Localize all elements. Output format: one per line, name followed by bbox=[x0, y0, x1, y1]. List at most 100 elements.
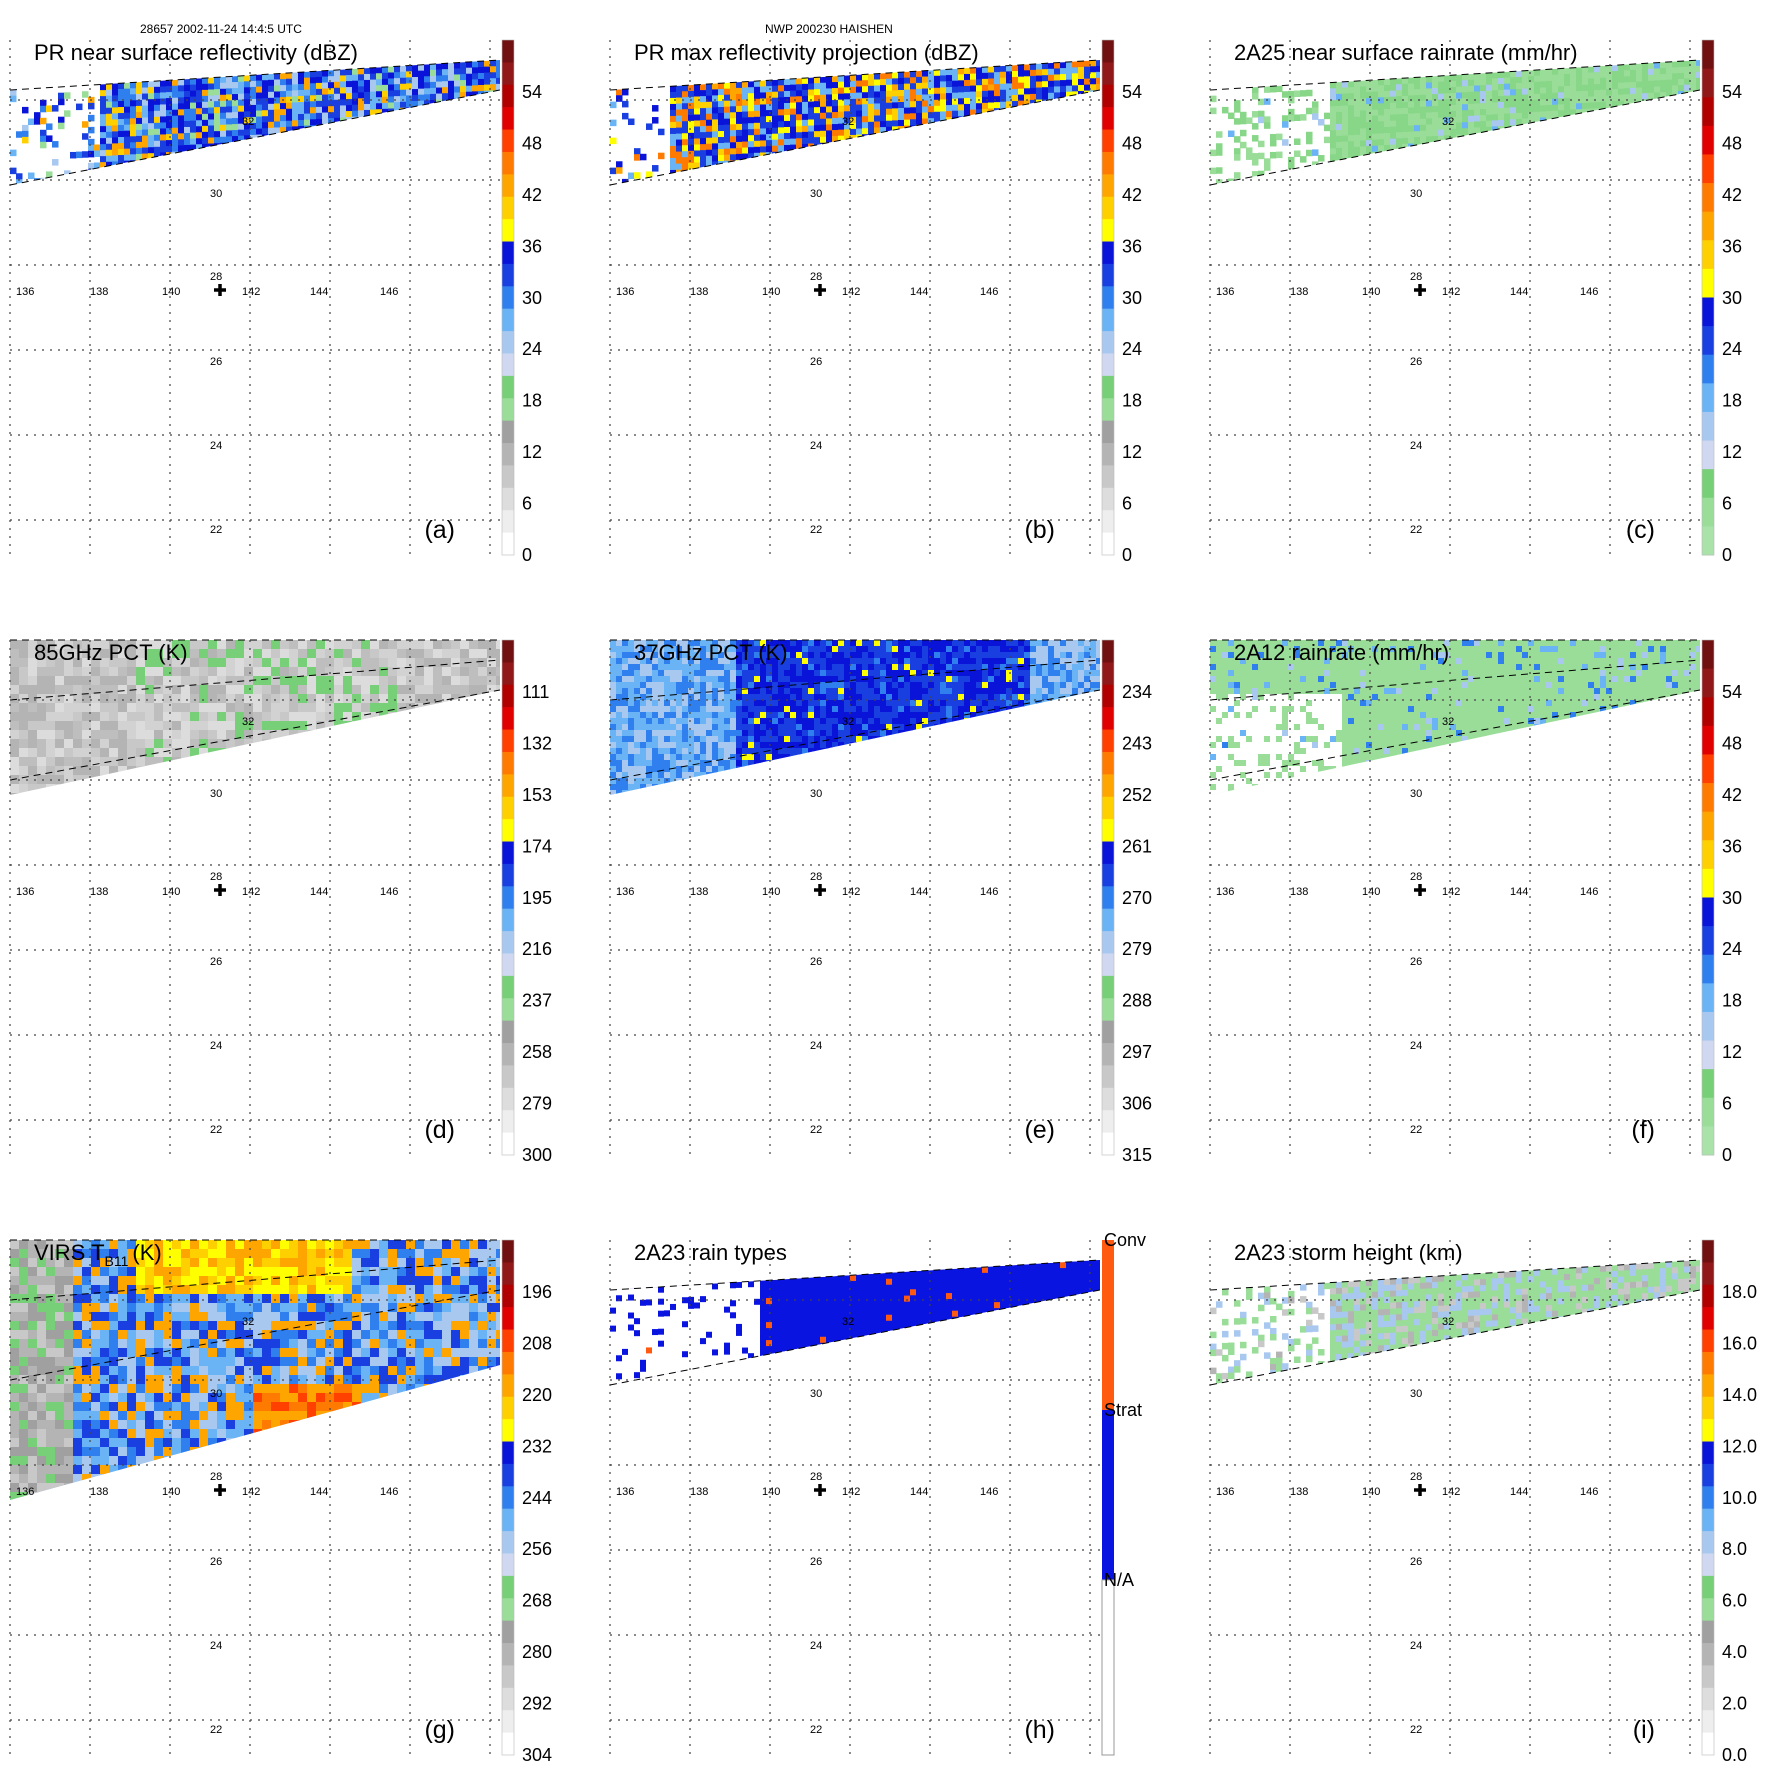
lat-label-32: 32 bbox=[1442, 1316, 1454, 1328]
colorbar-segment bbox=[1702, 1531, 1714, 1554]
colorbar-segment bbox=[502, 107, 514, 130]
colorbar-segment bbox=[502, 1110, 514, 1133]
colorbar-segment bbox=[1102, 130, 1114, 153]
storm-center-cross-icon bbox=[214, 884, 226, 896]
colorbar-segment bbox=[502, 398, 514, 421]
colorbar-segment bbox=[502, 533, 514, 556]
colorbar-segment bbox=[1702, 1041, 1714, 1070]
colorbar-label: 195 bbox=[522, 888, 552, 908]
lat-label: 24 bbox=[1410, 1640, 1422, 1652]
colorbar-label: 280 bbox=[522, 1642, 552, 1662]
lat-label: 30 bbox=[210, 788, 222, 800]
swath-field bbox=[1210, 60, 1703, 186]
panel-letter: (i) bbox=[1633, 1716, 1655, 1744]
colorbar-segment bbox=[1702, 1012, 1714, 1041]
colorbar-label: 6 bbox=[1722, 494, 1732, 514]
swath-field bbox=[10, 60, 503, 186]
colorbar-segment bbox=[1102, 953, 1114, 976]
colorbar-label: 0 bbox=[1722, 1145, 1732, 1165]
colorbar-segment bbox=[502, 1262, 514, 1285]
lon-label: 144 bbox=[310, 286, 328, 298]
lon-label: 146 bbox=[1580, 886, 1598, 898]
colorbar-segment bbox=[1702, 1285, 1714, 1308]
lon-label: 142 bbox=[842, 1486, 860, 1498]
lon-label: 136 bbox=[616, 1486, 634, 1498]
colorbar-segment bbox=[502, 730, 514, 753]
panel-title: 2A25 near surface rainrate (mm/hr) bbox=[1234, 40, 1578, 65]
colorbar-label: N/A bbox=[1104, 1570, 1134, 1590]
colorbar-label: 300 bbox=[522, 1145, 552, 1165]
colorbar-label: Strat bbox=[1104, 1400, 1142, 1420]
colorbar-segment bbox=[1702, 69, 1714, 98]
colorbar-segment bbox=[502, 819, 514, 842]
lon-label: 140 bbox=[762, 286, 780, 298]
lon-label: 144 bbox=[910, 1486, 928, 1498]
colorbar-label: 132 bbox=[522, 733, 552, 753]
colorbar-segment bbox=[1702, 1576, 1714, 1599]
colorbar-label: 304 bbox=[522, 1745, 552, 1765]
panel-letter: (a) bbox=[424, 516, 455, 544]
colorbar-segment bbox=[1102, 62, 1114, 85]
lon-label: 138 bbox=[690, 286, 708, 298]
colorbar-segment bbox=[1702, 669, 1714, 698]
colorbar-segment bbox=[1702, 1733, 1714, 1756]
colorbar-na-segment bbox=[1102, 1580, 1114, 1755]
lon-label: 138 bbox=[90, 286, 108, 298]
colorbar-label: 244 bbox=[522, 1488, 552, 1508]
colorbar-label: 232 bbox=[522, 1436, 552, 1456]
panel-title: 2A23 storm height (km) bbox=[1234, 1240, 1463, 1265]
colorbar-segment bbox=[502, 130, 514, 153]
colorbar-segment bbox=[1702, 1464, 1714, 1487]
colorbar-segment bbox=[1102, 730, 1114, 753]
colorbar-label: 6 bbox=[522, 494, 532, 514]
colorbar-label: 30 bbox=[522, 288, 542, 308]
colorbar-segment bbox=[1102, 842, 1114, 865]
colorbar-segment bbox=[502, 1133, 514, 1156]
colorbar-segment bbox=[502, 309, 514, 332]
lon-label: 146 bbox=[980, 886, 998, 898]
lon-label: 144 bbox=[1510, 286, 1528, 298]
storm-center-cross-icon bbox=[814, 1484, 826, 1496]
colorbar-segment bbox=[1702, 441, 1714, 470]
lon-label: 146 bbox=[1580, 286, 1598, 298]
colorbar-label: 8.0 bbox=[1722, 1539, 1747, 1559]
colorbar-segment bbox=[1702, 869, 1714, 898]
storm-center-cross-icon bbox=[814, 884, 826, 896]
lon-label: 136 bbox=[616, 286, 634, 298]
colorbar-strat-segment bbox=[1102, 1410, 1114, 1580]
colorbar-label: 30 bbox=[1122, 288, 1142, 308]
lat-label: 28 bbox=[210, 271, 222, 283]
colorbar-label: 196 bbox=[522, 1282, 552, 1302]
colorbar-segment bbox=[1702, 1262, 1714, 1285]
lon-label: 146 bbox=[380, 1486, 398, 1498]
lat-label: 22 bbox=[810, 524, 822, 536]
lon-label: 138 bbox=[1290, 886, 1308, 898]
colorbar-label: 48 bbox=[1722, 133, 1742, 153]
lat-label: 28 bbox=[1410, 871, 1422, 883]
colorbar-segment bbox=[1702, 726, 1714, 755]
colorbar-segment bbox=[1702, 40, 1714, 69]
colorbar-segment bbox=[502, 1576, 514, 1599]
colorbar-label: 18 bbox=[522, 391, 542, 411]
colorbar-segment bbox=[1102, 376, 1114, 399]
panel-title: PR near surface reflectivity (dBZ) bbox=[34, 40, 358, 65]
lon-label: 142 bbox=[242, 1486, 260, 1498]
colorbar-label: 36 bbox=[1722, 236, 1742, 256]
colorbar-segment bbox=[502, 421, 514, 444]
colorbar-label: 42 bbox=[1722, 785, 1742, 805]
lon-label: 140 bbox=[162, 1486, 180, 1498]
panel-title: 37GHz PCT (K) bbox=[634, 640, 788, 665]
lon-label: 136 bbox=[16, 286, 34, 298]
lat-label: 26 bbox=[1410, 1556, 1422, 1568]
colorbar-label: 243 bbox=[1122, 733, 1152, 753]
panel-letter: (c) bbox=[1626, 516, 1655, 544]
